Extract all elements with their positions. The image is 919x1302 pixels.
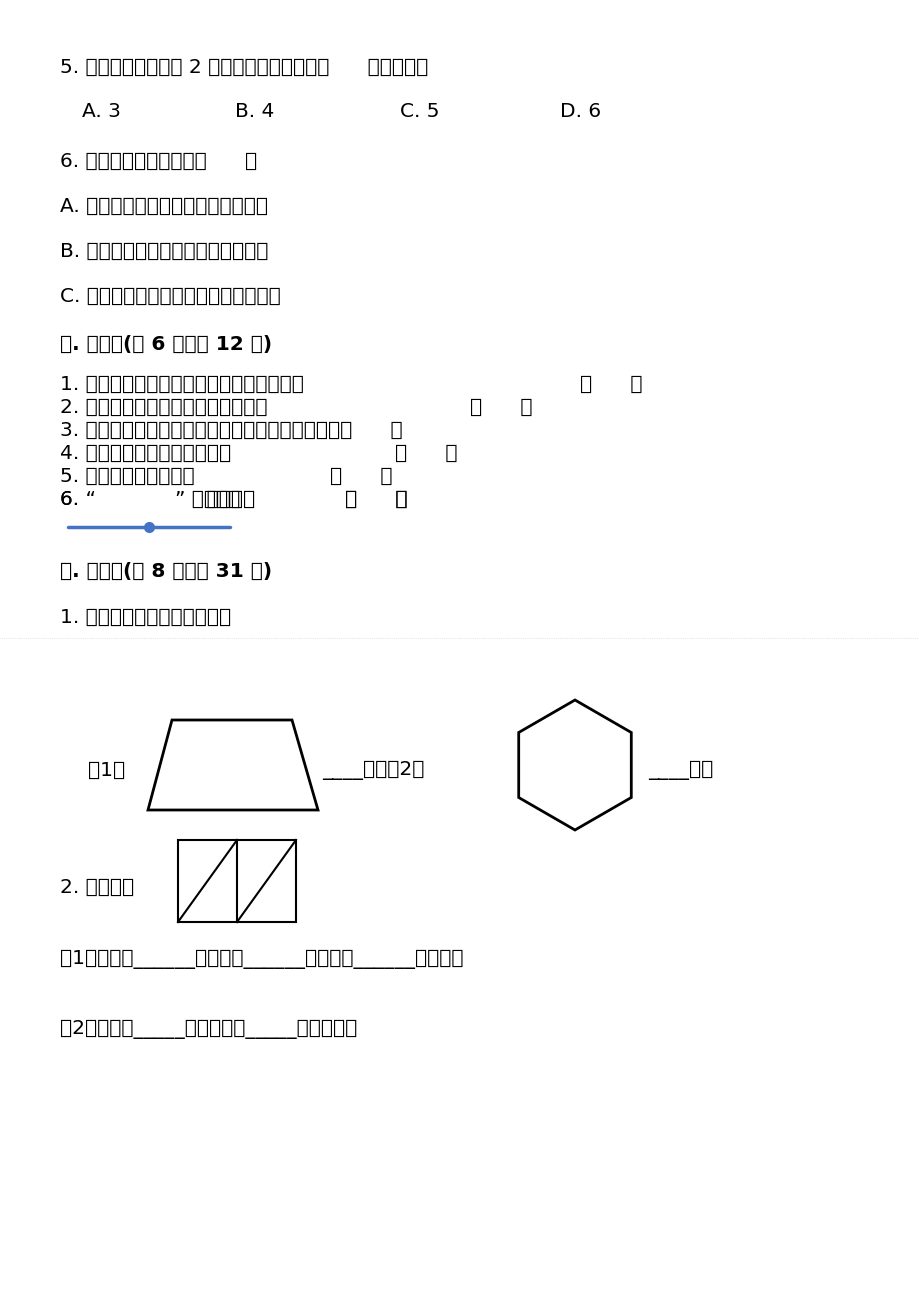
Text: C. 5: C. 5 — [400, 102, 439, 121]
Text: （      ）: （ ） — [579, 375, 641, 395]
Text: 1. 下面的图形中各有几个角？: 1. 下面的图形中各有几个角？ — [60, 608, 231, 628]
Text: 2. 课桌面的角和黑板面的角一样大。: 2. 课桌面的角和黑板面的角一样大。 — [60, 398, 267, 417]
Text: 3. 用尺向不同的方向画两条线，就能画成一个角。（      ）: 3. 用尺向不同的方向画两条线，就能画成一个角。（ ） — [60, 421, 403, 440]
Text: 二. 判断题(共 6 题，共 12 分): 二. 判断题(共 6 题，共 12 分) — [60, 335, 272, 354]
Text: 4. 角都有一个顶点，两条边。: 4. 角都有一个顶点，两条边。 — [60, 444, 231, 464]
Text: （1）: （1） — [88, 760, 125, 780]
Text: ____个。: ____个。 — [647, 760, 712, 780]
Text: （      ）: （ ） — [330, 467, 392, 486]
Text: 2. 数一数。: 2. 数一数。 — [60, 878, 134, 897]
Text: A. 3: A. 3 — [82, 102, 120, 121]
Text: A. 一个角的两条边变长，角也会变大: A. 一个角的两条边变长，角也会变大 — [60, 197, 267, 216]
Text: ____个；（2）: ____个；（2） — [322, 760, 424, 780]
Text: D. 6: D. 6 — [560, 102, 600, 121]
Text: 5. 所有的直角都相等。: 5. 所有的直角都相等。 — [60, 467, 195, 486]
Text: （1）图中有______个锐角，______个直角，______个钝角。: （1）图中有______个锐角，______个直角，______个钝角。 — [60, 950, 463, 969]
Text: 6. 下列说法中正确的是（      ）: 6. 下列说法中正确的是（ ） — [60, 152, 256, 171]
Text: 三. 填空题(共 8 题，共 31 分): 三. 填空题(共 8 题，共 31 分) — [60, 562, 272, 581]
Bar — [177, 840, 296, 922]
Text: ” 不是角。: ” 不是角。 — [175, 490, 240, 509]
Text: （2）图中有_____个长方形，_____个正方形。: （2）图中有_____个长方形，_____个正方形。 — [60, 1019, 357, 1039]
Text: （      ）: （ ） — [394, 444, 457, 464]
Text: 5. 把一张圆形纸对折 2 次后展开，可以得到（      ）个直角。: 5. 把一张圆形纸对折 2 次后展开，可以得到（ ）个直角。 — [60, 59, 427, 77]
Text: （      ）: （ ） — [345, 490, 407, 509]
Text: 6.                    不是角。: 6. 不是角。 — [60, 490, 255, 509]
Text: C. 一个角的两条边变长，角的大小不变: C. 一个角的两条边变长，角的大小不变 — [60, 286, 280, 306]
Text: （      ）: （ ） — [345, 490, 407, 509]
Text: 1. 黑板上的直角比数学书封面上的直角大。: 1. 黑板上的直角比数学书封面上的直角大。 — [60, 375, 303, 395]
Text: 6. “: 6. “ — [60, 490, 96, 509]
Text: （      ）: （ ） — [470, 398, 532, 417]
Text: B. 4: B. 4 — [234, 102, 274, 121]
Text: B. 一个角的两条边变短，角就会变小: B. 一个角的两条边变短，角就会变小 — [60, 242, 268, 260]
